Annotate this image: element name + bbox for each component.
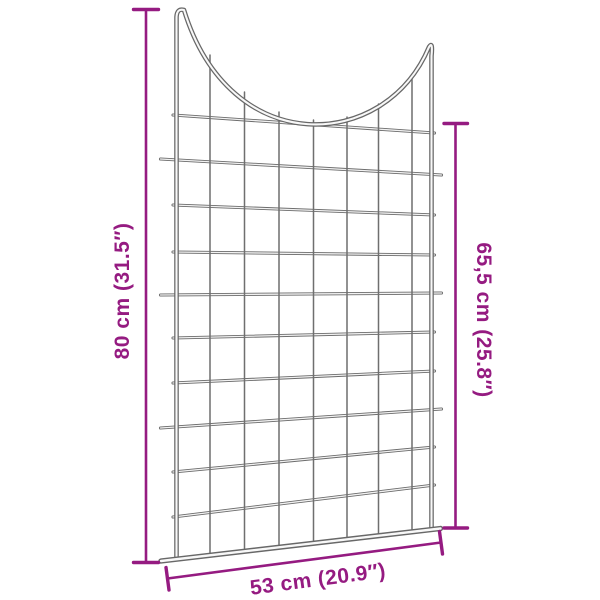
height-dimension-label: 80 cm (31.5″) xyxy=(111,222,134,360)
side-height-dimension-line xyxy=(442,121,470,530)
side-height-dimension-label: 65,5 cm (25.8″) xyxy=(472,242,495,398)
trellis-horizontal-wires xyxy=(158,113,444,519)
height-dimension-line xyxy=(131,7,161,565)
trellis-frame xyxy=(174,7,435,562)
trellis-bottom-rail xyxy=(158,525,444,564)
trellis-vertical-wires xyxy=(209,54,413,558)
width-dimension-line xyxy=(164,529,445,592)
